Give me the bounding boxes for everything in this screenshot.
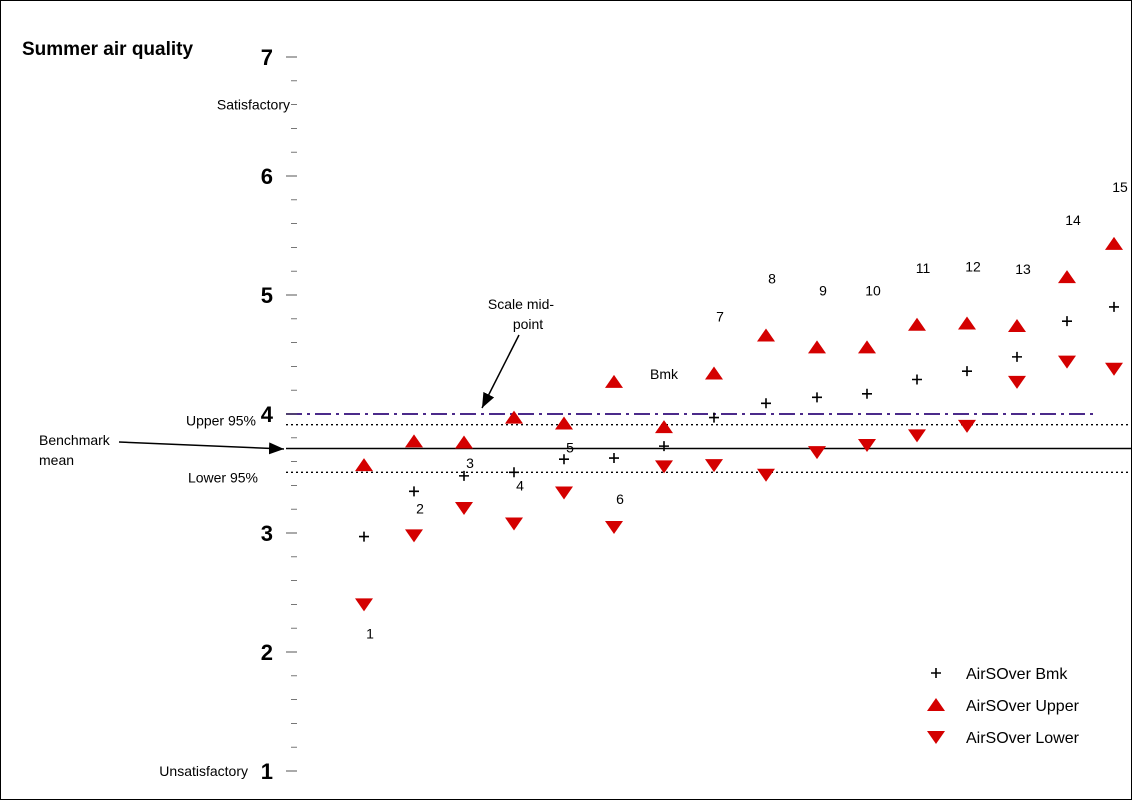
lower-95-label: Lower 95%	[188, 469, 258, 485]
y-tick-label: 6	[261, 164, 273, 189]
unsatisfactory-label: Unsatisfactory	[159, 763, 248, 779]
y-tick-label: 1	[261, 759, 273, 784]
lower-point	[705, 459, 723, 473]
legend-marker	[927, 731, 945, 744]
building-label: 2	[416, 500, 424, 516]
building-label: 3	[466, 455, 474, 471]
lower-point	[1058, 355, 1076, 369]
upper-point	[555, 416, 573, 430]
upper-point	[1008, 318, 1026, 332]
benchmark-annotation-line1: Benchmark	[39, 432, 111, 448]
legend-label: AirSOver Lower	[966, 730, 1080, 747]
midpoint-arrow	[481, 334, 520, 409]
bmk-point	[509, 467, 519, 478]
upper-point	[1105, 236, 1123, 250]
lower-point	[605, 521, 623, 535]
upper-point	[355, 458, 373, 472]
chart-title: Summer air quality	[22, 39, 193, 60]
benchmark-arrow	[118, 441, 285, 455]
bmk-label: Bmk	[650, 366, 679, 382]
upper-point	[1058, 270, 1076, 284]
lower-point	[1008, 375, 1026, 389]
building-label: 6	[616, 491, 624, 507]
bmk-point	[459, 470, 469, 481]
building-label: 1	[366, 625, 374, 641]
lower-point	[555, 486, 573, 500]
benchmark-annotation-line2: mean	[39, 452, 74, 468]
building-label: 10	[865, 282, 881, 298]
bmk-point	[812, 392, 822, 403]
upper-point	[705, 366, 723, 380]
y-tick-label: 2	[261, 640, 273, 665]
upper-95-label: Upper 95%	[186, 413, 256, 429]
y-tick-label: 3	[261, 521, 273, 546]
upper-point	[455, 435, 473, 449]
midpoint-annotation-line1: Scale mid-	[488, 296, 554, 312]
bmk-point	[359, 531, 369, 542]
bmk-point	[761, 398, 771, 409]
bmk-point	[559, 454, 569, 465]
lower-point	[958, 419, 976, 433]
lower-point	[757, 468, 775, 482]
legend-marker	[931, 668, 941, 678]
lower-point	[908, 429, 926, 443]
lower-point	[655, 460, 673, 474]
lower-point	[355, 598, 373, 612]
y-tick-label: 4	[261, 402, 274, 427]
y-tick-label: 5	[261, 283, 273, 308]
bmk-point	[609, 453, 619, 464]
satisfactory-label: Satisfactory	[217, 97, 290, 113]
building-label: 7	[716, 309, 724, 325]
lower-point	[405, 529, 423, 543]
upper-point	[605, 374, 623, 388]
building-label: 15	[1112, 179, 1128, 195]
building-label: 8	[768, 270, 776, 286]
lower-point	[1105, 362, 1123, 376]
legend-marker	[927, 698, 945, 711]
upper-point	[655, 420, 673, 434]
lower-point	[808, 446, 826, 460]
y-tick-label: 7	[261, 45, 273, 70]
lower-point	[858, 438, 876, 452]
building-label: 12	[965, 259, 981, 275]
upper-point	[858, 340, 876, 354]
legend-label: AirSOver Bmk	[966, 666, 1068, 683]
lower-point	[505, 517, 523, 531]
upper-point	[958, 316, 976, 330]
building-label: 14	[1065, 212, 1081, 228]
bmk-point	[1109, 301, 1119, 312]
lower-point	[455, 502, 473, 516]
bmk-point	[962, 366, 972, 377]
building-label: 4	[516, 477, 524, 493]
bmk-point	[862, 388, 872, 399]
bmk-point	[709, 412, 719, 423]
upper-point	[808, 340, 826, 354]
bmk-point	[409, 486, 419, 497]
building-label: 5	[566, 440, 574, 456]
bmk-point	[1012, 351, 1022, 362]
midpoint-annotation-line2: point	[513, 316, 543, 332]
upper-point	[505, 410, 523, 424]
building-label: 9	[819, 282, 827, 298]
bmk-point	[912, 374, 922, 385]
building-label: 11	[916, 260, 931, 276]
legend-label: AirSOver Upper	[966, 698, 1080, 715]
bmk-point	[1062, 316, 1072, 327]
bmk-point	[659, 441, 669, 452]
upper-point	[405, 434, 423, 448]
upper-point	[908, 317, 926, 331]
building-label: 13	[1015, 261, 1031, 277]
upper-point	[757, 328, 775, 342]
